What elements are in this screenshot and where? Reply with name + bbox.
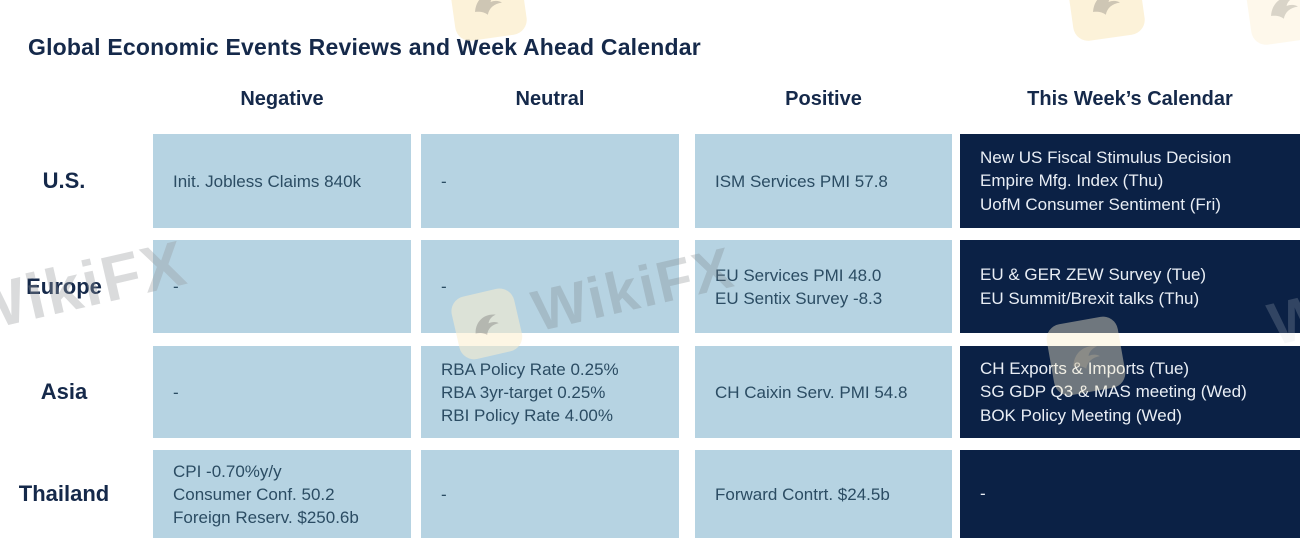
cell-text: CH Exports & Imports (Tue) SG GDP Q3 & M… <box>980 358 1247 425</box>
cell-text: - <box>441 171 447 191</box>
cell-text: RBA Policy Rate 0.25% RBA 3yr-target 0.2… <box>441 359 619 425</box>
cell-text: - <box>173 382 179 402</box>
swirl-icon <box>474 0 502 15</box>
cell-thailand-negative: CPI -0.70%y/y Consumer Conf. 50.2 Foreig… <box>153 450 411 538</box>
cell-asia-calendar: CH Exports & Imports (Tue) SG GDP Q3 & M… <box>960 346 1300 438</box>
cell-text: ISM Services PMI 57.8 <box>715 171 888 191</box>
cell-text: EU & GER ZEW Survey (Tue) EU Summit/Brex… <box>980 265 1207 308</box>
wikifx-logo-watermark-icon <box>1243 0 1300 47</box>
cell-text: - <box>441 484 447 504</box>
row-label-asia: Asia <box>40 379 88 404</box>
column-header-neutral: Neutral <box>515 87 585 110</box>
cell-thailand-calendar: - <box>960 450 1300 538</box>
column-header-negative: Negative <box>240 87 324 110</box>
cell-text: - <box>980 484 986 504</box>
cell-text: Forward Contrt. $24.5b <box>715 484 890 504</box>
swirl-icon <box>1270 0 1298 19</box>
cell-text: - <box>441 277 447 296</box>
row-label-us: U.S. <box>42 168 86 193</box>
column-header-positive: Positive <box>785 87 862 110</box>
cell-asia-neutral: RBA Policy Rate 0.25% RBA 3yr-target 0.2… <box>421 346 679 438</box>
cell-europe-negative: - <box>153 240 411 333</box>
wikifx-logo-watermark-icon <box>1065 0 1147 43</box>
cell-text: EU Services PMI 48.0 EU Sentix Survey -8… <box>715 265 883 308</box>
cell-europe-neutral: - <box>421 240 679 333</box>
swirl-icon <box>1092 0 1120 15</box>
cell-europe-positive: EU Services PMI 48.0 EU Sentix Survey -8… <box>695 240 952 333</box>
cell-us-negative: Init. Jobless Claims 840k <box>153 134 411 228</box>
row-label-thailand: Thailand <box>18 481 110 506</box>
cell-europe-calendar: EU & GER ZEW Survey (Tue) EU Summit/Brex… <box>960 240 1300 333</box>
page-title: Global Economic Events Reviews and Week … <box>28 34 701 60</box>
cell-us-positive: ISM Services PMI 57.8 <box>695 134 952 228</box>
cell-us-neutral: - <box>421 134 679 228</box>
cell-text: Init. Jobless Claims 840k <box>173 171 362 191</box>
cell-text: New US Fiscal Stimulus Decision Empire M… <box>980 147 1232 214</box>
cell-text: CPI -0.70%y/y Consumer Conf. 50.2 Foreig… <box>173 461 359 527</box>
cell-text: CH Caixin Serv. PMI 54.8 <box>715 382 908 402</box>
cell-thailand-neutral: - <box>421 450 679 538</box>
cell-thailand-positive: Forward Contrt. $24.5b <box>695 450 952 538</box>
cell-text: - <box>173 277 179 296</box>
row-label-europe: Europe <box>26 273 102 299</box>
cell-asia-positive: CH Caixin Serv. PMI 54.8 <box>695 346 952 438</box>
column-header-this-weeks-calendar: This Week’s Calendar <box>1027 87 1233 110</box>
cell-asia-negative: - <box>153 346 411 438</box>
cell-us-calendar: New US Fiscal Stimulus Decision Empire M… <box>960 134 1300 228</box>
